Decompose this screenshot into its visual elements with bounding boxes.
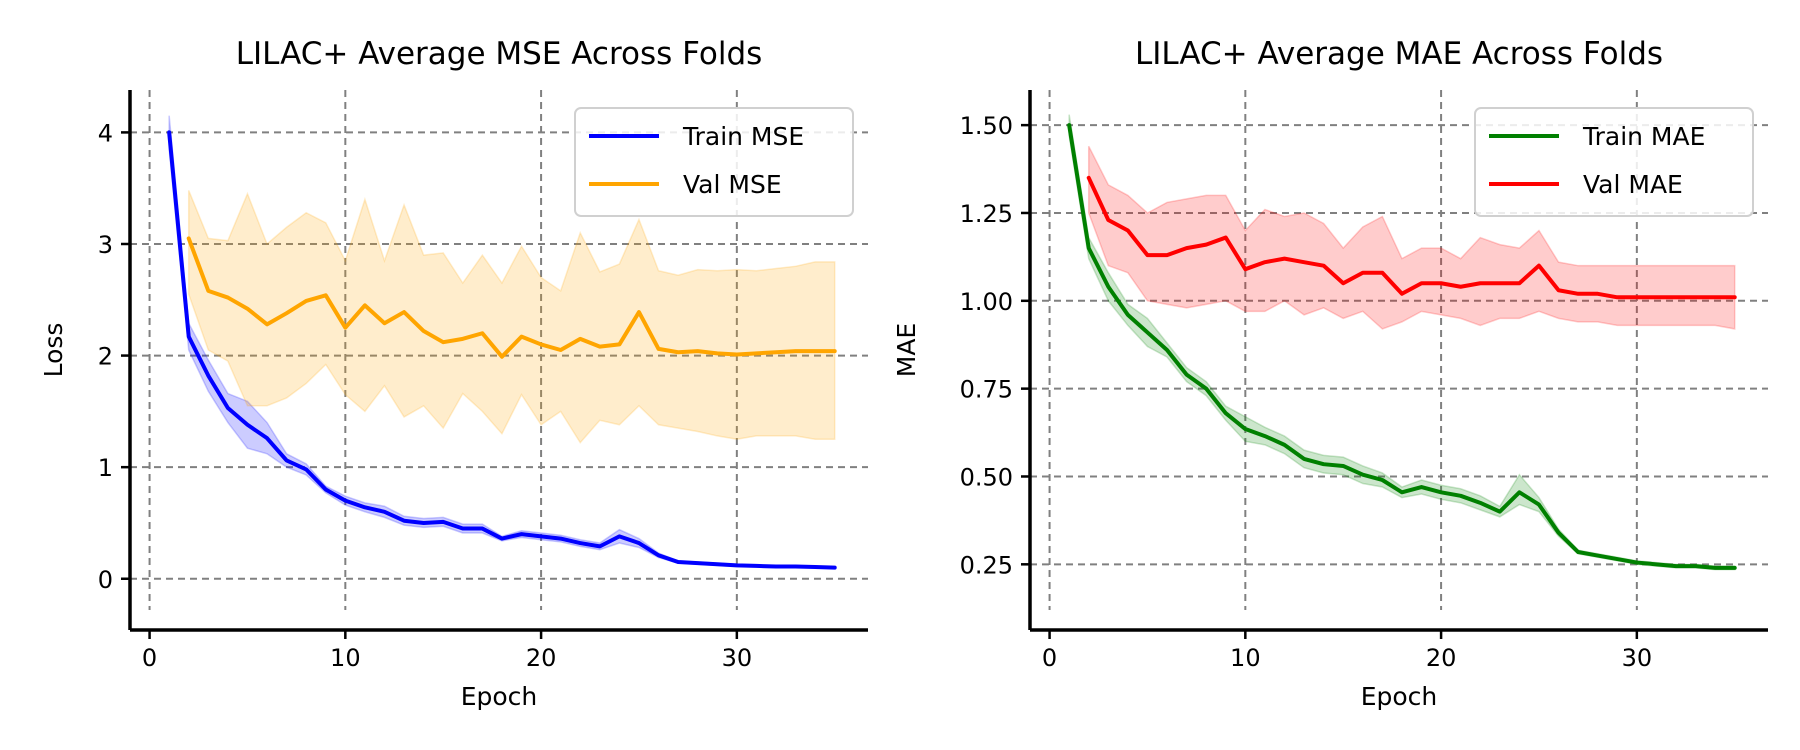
- y-tick-label: 1: [98, 454, 113, 482]
- x-tick-label: 20: [526, 644, 557, 672]
- y-tick-label: 0: [98, 566, 113, 594]
- confidence-band-2: [1087, 145, 1736, 330]
- y-tick-label: 0.50: [960, 463, 1013, 491]
- x-tick-label: 30: [722, 644, 753, 672]
- y-tick-label: 3: [98, 231, 113, 259]
- legend: Train MSE Val MSE: [574, 107, 854, 217]
- x-tick-label: 10: [1230, 644, 1261, 672]
- x-axis-label: Epoch: [1361, 682, 1438, 711]
- y-tick-label: 0.75: [960, 376, 1013, 404]
- x-tick-label: 10: [330, 644, 361, 672]
- series-line-2: [1086, 175, 1737, 300]
- y-tick-label: 2: [98, 343, 113, 371]
- series-line-1: [1067, 123, 1737, 570]
- y-axis-label: MAE: [892, 323, 921, 377]
- series-line-1: [167, 130, 837, 570]
- x-tick-label: 0: [142, 644, 157, 672]
- y-tick-label: 1.00: [960, 288, 1013, 316]
- legend: Train MAE Val MAE: [1474, 107, 1754, 217]
- y-tick-label: 4: [98, 119, 113, 147]
- chart-title: LILAC+ Average MSE Across Folds: [236, 36, 763, 72]
- x-tick-label: 0: [1042, 644, 1057, 672]
- y-tick-label: 0.25: [960, 551, 1013, 579]
- x-tick-label: 20: [1426, 644, 1457, 672]
- legend-label: Val MAE: [1583, 170, 1683, 199]
- x-axis-label: Epoch: [461, 682, 538, 711]
- legend-label: Val MSE: [683, 170, 782, 199]
- x-tick-label: 30: [1622, 644, 1653, 672]
- legend-label: Train MAE: [1582, 122, 1705, 151]
- legend-label: Train MSE: [682, 122, 804, 151]
- y-axis-label: Loss: [39, 323, 68, 378]
- series-line-2: [186, 236, 837, 359]
- y-tick-label: 1.25: [960, 200, 1013, 228]
- confidence-band-2: [187, 190, 836, 444]
- y-tick-label: 1.50: [960, 112, 1013, 140]
- chart-panel-2: 0 10 20 30 0.25 0.50 0.75 1.00 1.25 1.50 LILAC+ Av…: [892, 36, 1768, 711]
- chart-title: LILAC+ Average MAE Across Folds: [1135, 36, 1663, 72]
- chart-panel-1: 0 10 20 30 0 1 2 3 4 LILAC+ Average MSE Across Fo…: [39, 36, 868, 711]
